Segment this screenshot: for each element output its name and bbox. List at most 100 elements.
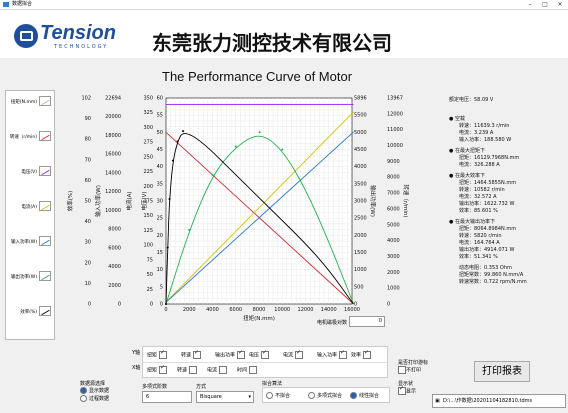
method-select[interactable]: Bisquare ▾ [196,391,254,403]
checkbox[interactable] [339,349,348,359]
axis-checkbox-item[interactable]: 输出功率 [215,349,246,359]
legend-swatch-line [41,134,50,141]
minimize-button[interactable]: – [528,1,532,8]
axis-checkbox-item[interactable]: 电流 [207,366,228,374]
chart-title: The Performance Curve of Motor [162,69,353,84]
radio-option[interactable]: 多项式拟合 [308,392,342,399]
print-cursor-option[interactable]: 不打印 [398,366,421,374]
file-path-field[interactable]: ▣ D:\...\作数据\20201104182810.tdms [432,394,566,408]
info-line: 转速：5820 r/min [459,233,502,239]
print-report-button[interactable]: 打印报表 [474,361,530,382]
x-axis-title: 扭矩(N.mm) [243,314,275,322]
axis-checkbox-item[interactable]: 转速 [181,349,202,359]
display-checkbox[interactable] [398,385,406,395]
axis-checkbox-item[interactable]: 电压 [249,349,270,359]
axis-checkbox-item[interactable]: 时间 [237,366,258,374]
axis-title: 电流(A) [125,191,133,210]
data-point [168,197,171,200]
poly-order-input[interactable]: 6 [142,391,192,403]
legend-label: 电压(V) [21,170,37,175]
radio-option[interactable]: 不拟合 [266,392,290,399]
axis-tick-label: 250 [143,154,153,160]
tension-logo-icon [14,24,38,48]
axis-checkbox-item[interactable]: 电流 [283,349,304,359]
axis-tick-label: 14000 [105,170,121,176]
legend-swatch[interactable] [39,271,51,281]
checkbox[interactable] [249,366,258,374]
x-tick-label: 2000 [183,307,196,313]
axis-tick-label: 1500 [354,250,367,256]
info-section-text: 在最大扭矩下 [454,148,485,154]
legend-label: 输出功率(W) [11,275,37,280]
data-point [258,131,261,134]
maximize-button[interactable]: □ [542,1,548,8]
radio-button[interactable] [266,392,273,399]
close-button[interactable]: ✕ [557,1,563,8]
axis-tick-label: 350 [143,96,153,102]
axis-checkbox-label: 扭矩 [147,352,158,359]
axis-tick-label: 55 [157,113,163,119]
display-option[interactable]: 显示 [398,385,416,395]
axis-tick-label: 15 [157,250,163,256]
x-tick-label: 4000 [206,307,219,313]
axis-tick-label: 20 [85,260,91,266]
legend-swatch-line [41,274,50,281]
radio-option[interactable]: 显示数据 [80,387,109,394]
print-cursor-checkbox[interactable] [398,366,406,374]
checkbox[interactable] [189,366,198,374]
axis-tick-label: 0 [118,302,121,308]
legend-swatch[interactable] [39,96,51,106]
checkbox[interactable] [295,349,304,359]
checkbox[interactable] [159,364,168,374]
axis-tick-label: 30 [157,199,163,205]
radio-button[interactable] [80,395,87,402]
series-line [165,135,354,305]
radio-option[interactable]: 过程数据 [80,395,109,402]
info-param: 动态电阻：0.353 Ohm [459,265,512,271]
legend-swatch[interactable] [39,236,51,246]
axis-tick-label: 4000 [387,238,400,244]
legend-swatch[interactable] [39,166,51,176]
legend-swatch[interactable] [39,306,51,316]
radio-button[interactable] [80,387,87,394]
info-line: 电流：326.288 A [459,162,500,168]
checkbox[interactable] [193,349,202,359]
axis-checkbox-item[interactable]: 输入功率 [317,349,348,359]
axis-checkbox-item[interactable]: 扭矩 [147,364,168,374]
axis-tick-label: 2000 [108,283,121,289]
data-point [171,159,174,162]
radio-label: 线性拟合 [359,393,380,399]
axis-checkbox-item[interactable]: 扭矩 [147,349,168,359]
axis-tick-label: 10000 [387,143,403,149]
axis-tick-label: 8000 [387,175,400,181]
axis-tick-label: 80 [85,137,91,143]
axis-checkbox-item[interactable]: 效率 [351,349,372,359]
legend-swatch[interactable] [39,201,51,211]
series-line [165,132,354,305]
checkbox[interactable] [363,349,372,359]
checkbox[interactable] [237,349,246,359]
rated-voltage: 额定电压：58.09 V [449,97,494,103]
axis-tick-label: 13967 [387,96,403,102]
radio-button[interactable] [308,392,315,399]
legend-label: 扭矩(N.mm) [10,100,37,105]
axis-tick-label: 40 [85,219,91,225]
axis-title: 效率(%) [66,191,74,212]
checkbox[interactable] [159,349,168,359]
axis-tick-label: 3500 [354,181,367,187]
radio-label: 过程数据 [89,396,110,402]
radio-option[interactable]: 线性拟合 [350,392,379,399]
axis-tick-label: 100 [143,243,153,249]
axis-tick-label: 225 [143,169,153,175]
checkbox[interactable] [219,366,228,374]
info-line: 电流：164.764 A [459,240,500,246]
folder-icon[interactable]: ▣ [435,398,440,404]
legend-swatch[interactable] [39,131,51,141]
motor-poles-input[interactable]: 0 [349,316,385,327]
axis-checkbox-item[interactable]: 转速 [177,366,198,374]
radio-button[interactable] [350,392,357,399]
checkbox[interactable] [261,349,270,359]
axis-tick-label: 5500 [354,113,367,119]
axis-tick-label: 325 [143,110,153,116]
axis-tick-label: 35 [157,181,163,187]
